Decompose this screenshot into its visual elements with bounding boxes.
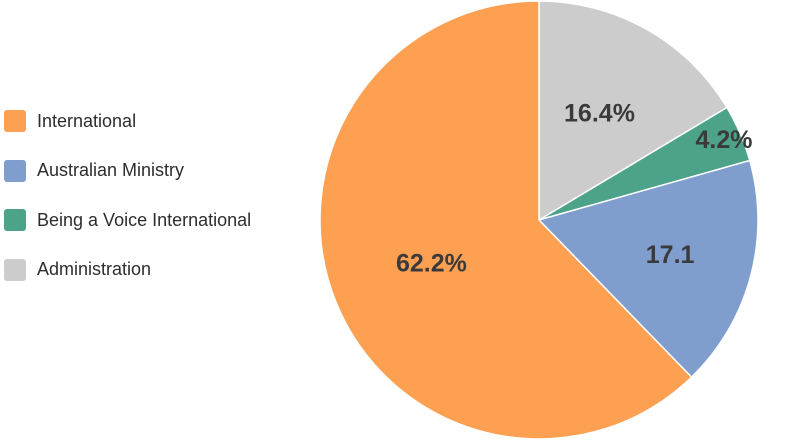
legend-item-administration: Administration — [4, 257, 304, 283]
legend-swatch-being-a-voice-international — [4, 209, 26, 231]
data-label-administration: 16.4% — [564, 99, 635, 127]
pie-data-labels: 16.4% 4.2% 17.1 62.2% — [396, 99, 753, 277]
data-label-australian-ministry: 17.1 — [646, 241, 695, 269]
legend-label-being-a-voice-international: Being a Voice International — [37, 209, 252, 230]
legend-swatch-australian-ministry — [4, 159, 26, 182]
pie-slice-international — [319, 0, 693, 440]
pie-slices — [319, 0, 759, 440]
pie-slice-administration — [538, 0, 728, 222]
chart-legend: International Australian Ministry Being … — [4, 108, 304, 306]
data-label-international: 62.2% — [396, 250, 467, 278]
legend-label-international: International — [37, 110, 137, 131]
data-label-being-a-voice-international: 4.2% — [696, 126, 753, 154]
legend-swatch-international — [4, 110, 26, 132]
legend-label-australian-ministry: Australian Ministry — [37, 160, 185, 180]
legend-item-australian-ministry: Australian Ministry — [4, 158, 304, 184]
legend-item-being-a-voice-international: Being a Voice International — [4, 207, 304, 233]
legend-item-international: International — [4, 108, 304, 134]
legend-label-administration: Administration — [37, 259, 152, 279]
legend-swatch-administration — [4, 258, 26, 281]
pie-slice-australian-ministry — [537, 159, 759, 379]
